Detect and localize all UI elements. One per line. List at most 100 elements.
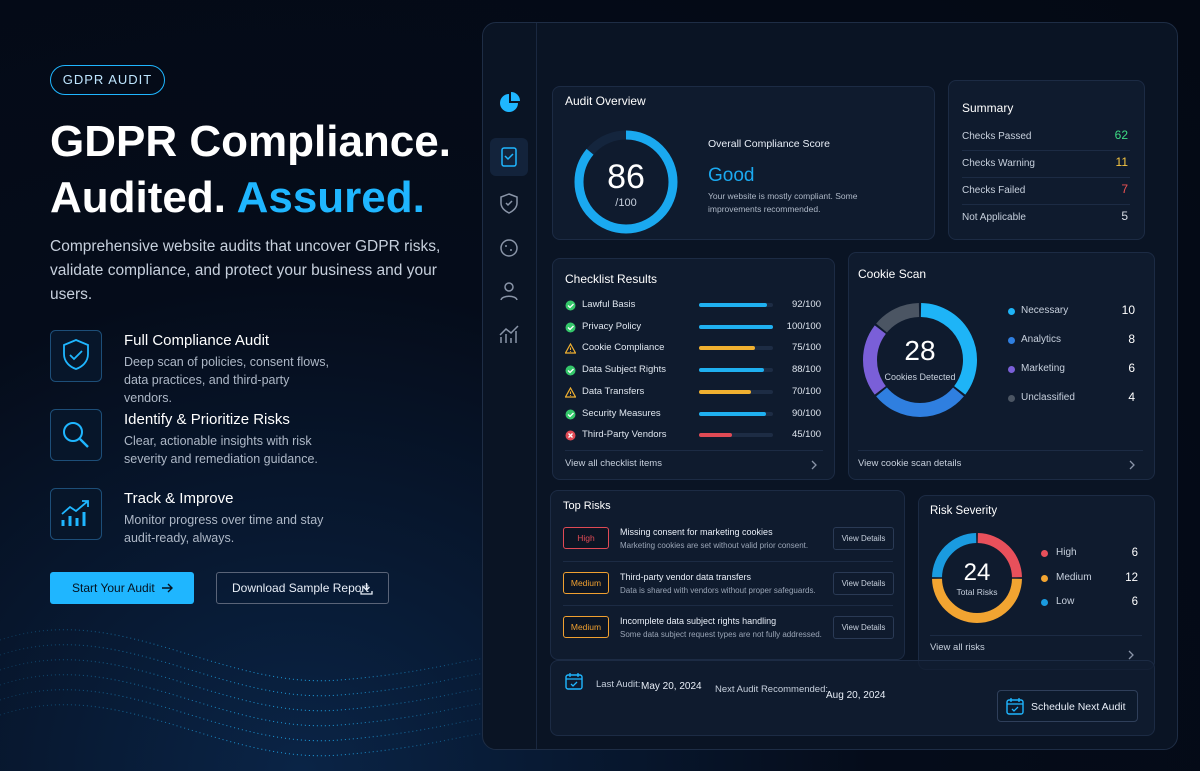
summary-value: 62 [1114,128,1128,142]
divider [565,450,823,451]
legend-dot [1008,366,1015,373]
severity-badge: Medium [563,571,609,594]
title-word: Audited. [50,173,226,222]
summary-value: 5 [1121,209,1128,223]
legend-name: Necessary [1021,305,1069,316]
decor [162,583,173,593]
decor [0,629,520,757]
decor [360,583,373,595]
decor [0,689,520,742]
bar [699,324,773,329]
legend-dot [1008,395,1015,402]
calendar-icon [565,673,583,690]
details-button[interactable]: View Details [833,616,894,639]
summary-label: Not Applicable [962,212,1026,223]
button-label: Schedule Next Audit [1031,701,1126,713]
wave [0,629,520,757]
summary-value: 7 [1121,182,1128,196]
legend-value: 8 [1128,332,1135,346]
legend-dot [1041,599,1048,606]
decor [500,295,518,301]
sidebar [483,23,537,749]
donut [932,533,1022,623]
decor [511,92,520,101]
decor [0,674,520,727]
check-name: Third-Party Vendors [582,429,667,441]
hero-description: Comprehensive website audits that uncove… [50,238,441,303]
footer-date: Aug 20, 2024 [826,690,886,701]
arrow-icon [162,583,173,593]
decor [565,343,576,354]
decor [0,644,520,697]
card [948,80,1145,240]
score-label: Overall Compliance Score [708,138,830,150]
card-title: Top Risks [563,500,611,512]
rating: Good [708,165,755,186]
severity-badge: Medium [563,616,609,638]
divider [930,635,1142,636]
check-name: Security Measures [582,407,661,419]
donut-segment [932,578,1022,623]
title-line: Audited. Assured. [50,170,451,226]
primary-button[interactable]: Start Your Audit [50,572,194,604]
card-title: Audit Overview [565,94,646,108]
decor [1007,698,1023,712]
legend-value: 10 [1121,303,1135,317]
card [918,495,1155,670]
decor [79,438,89,448]
legend-value: 12 [1125,571,1138,584]
sidebar-icon [500,92,520,112]
chevron [1129,460,1135,470]
card-title: Risk Severity [930,505,998,517]
divider [858,450,1143,451]
details-button[interactable]: View Details [833,527,894,550]
risk-title: Third-party vendor data transfers [620,571,752,582]
card [552,258,835,480]
status-icon [565,430,576,441]
check-score: 90/100 [791,407,821,419]
check-score: 70/100 [791,385,821,397]
legend-dot [1041,574,1048,582]
details-button[interactable]: View Details [833,571,894,595]
summary-label: Checks Warning [962,158,1035,169]
status-icon [565,343,576,354]
decor [811,460,817,470]
donut-total: 24 [963,559,991,586]
legend-name: High [1056,547,1077,558]
feature-title: Identify & Prioritize Risks [124,411,290,428]
features [0,0,1,1]
decor [499,325,519,343]
check-score: 92/100 [791,299,821,310]
legend-value: 4 [1128,390,1135,404]
status-icon [565,409,576,419]
sidebar-icon [500,193,518,214]
sidebar-icon [499,325,519,343]
card-title: Summary [962,101,1014,115]
chevron [811,460,817,470]
bar [699,433,733,438]
feature-icon [50,330,102,382]
hero-title: GDPR Compliance. Audited. Assured. [50,114,451,226]
feature-text: Deep scan of policies, consent flows, da… [124,355,329,405]
score-note: Your website is mostly compliant. Some i… [708,191,858,214]
sidebar-icon [500,282,518,301]
summary-value: 11 [1115,155,1128,169]
secondary-button[interactable]: Download Sample Report [216,572,389,604]
legend-value: 6 [1131,547,1138,559]
decor [0,629,520,682]
check-score: 88/100 [791,364,821,376]
card [550,490,905,660]
feature-text: Monitor progress over time and stay audi… [124,513,324,545]
divider [962,204,1130,205]
decor [61,500,89,515]
decor [504,153,514,161]
card [552,86,935,240]
decor [0,704,520,757]
badge: GDPR AUDIT [50,65,165,95]
donut-segment [977,533,1022,578]
chevron [1128,650,1134,660]
schedule-button[interactable] [997,690,1138,722]
sidebar-icon [500,239,518,257]
score-max: /100 [615,197,637,209]
